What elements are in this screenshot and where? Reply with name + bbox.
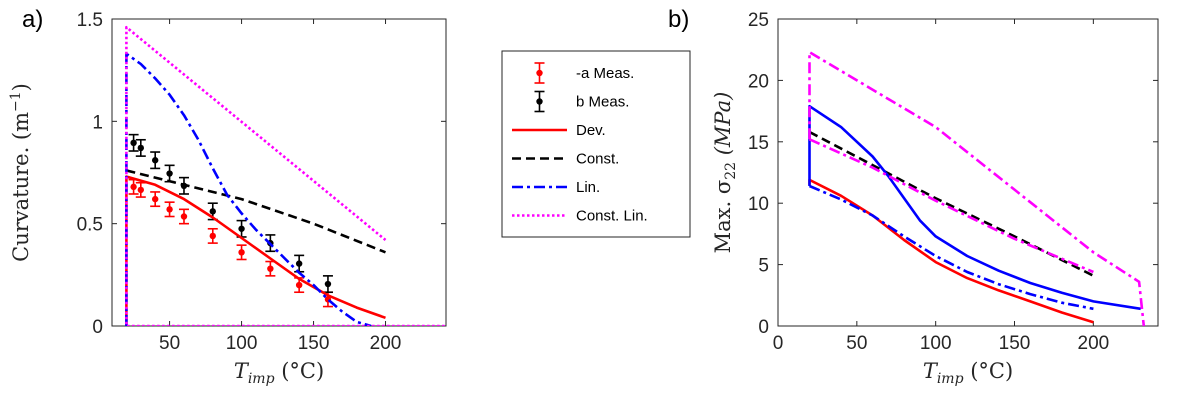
data-point <box>137 186 144 194</box>
x-axis-label: Timp (°C) <box>923 359 1013 387</box>
data-point <box>324 280 332 288</box>
y-label-close: ) <box>9 83 33 91</box>
y-tick-label: 5 <box>758 256 769 277</box>
y-tick-label: 0 <box>92 317 103 338</box>
data-point <box>137 144 144 152</box>
legend-label: Dev. <box>576 122 606 139</box>
series-line <box>808 130 1094 277</box>
series-line <box>125 175 386 326</box>
y-label-text: Curvature. (m <box>9 112 33 262</box>
series-group <box>808 50 1146 326</box>
data-point <box>180 213 188 220</box>
y-tick-label: 10 <box>748 194 769 215</box>
y-label-unit: (MPa) <box>711 92 735 162</box>
panel-label: a) <box>22 6 43 33</box>
y-label-text: Max. σ <box>711 180 735 254</box>
y-label-sup: −1 <box>8 91 24 112</box>
series-line <box>808 138 1094 274</box>
data-point <box>166 170 173 177</box>
series-line <box>808 50 1146 326</box>
x-label-main: T <box>234 359 250 383</box>
data-point <box>151 195 159 203</box>
data-point <box>209 232 216 240</box>
x-tick-label: 150 <box>999 333 1031 354</box>
x-tick-label: 100 <box>920 333 952 354</box>
series-line <box>125 52 372 326</box>
y-tick-label: 1 <box>92 112 103 133</box>
x-axis-label: Timp (°C) <box>234 359 324 387</box>
legend-marker <box>536 98 543 105</box>
x-tick-label: 0 <box>773 333 784 354</box>
y-axis-label: Max. σ22 (MPa) <box>711 92 739 254</box>
y-tick-label: 1.5 <box>77 10 103 31</box>
x-tick-label: 150 <box>298 333 330 354</box>
x-label-sub: imp <box>248 371 275 387</box>
x-label-unit: (°C) <box>275 359 325 383</box>
legend-label: -a Meas. <box>576 65 634 82</box>
data-point <box>238 225 245 232</box>
legend-label: Lin. <box>576 179 600 196</box>
legend-label: Const. <box>576 151 619 168</box>
series-line <box>808 184 1094 311</box>
x-label-main: T <box>923 359 939 383</box>
series-line <box>126 169 386 254</box>
legend-box <box>501 50 691 238</box>
x-tick-label: 200 <box>370 333 402 354</box>
x-label-sub: imp <box>937 371 964 387</box>
y-tick-label: 0.5 <box>77 215 103 236</box>
legend-label: Const. Lin. <box>576 208 648 225</box>
data-point <box>295 260 303 267</box>
plot-frame <box>111 18 447 327</box>
data-point <box>209 208 216 215</box>
y-tick-label: 15 <box>748 133 769 154</box>
y-tick-label: 25 <box>748 10 769 31</box>
x-tick-label: 100 <box>226 333 258 354</box>
legend-marker <box>536 69 543 77</box>
x-tick-label: 50 <box>159 333 180 354</box>
x-tick-label: 200 <box>1078 333 1110 354</box>
legend-label: b Meas. <box>576 94 629 111</box>
y-tick-label: 0 <box>758 317 769 338</box>
series-line <box>808 104 1141 311</box>
panel-label: b) <box>668 6 689 33</box>
data-point <box>151 157 159 164</box>
series-line <box>125 25 445 326</box>
data-point <box>130 139 137 147</box>
x-label-unit: (°C) <box>964 359 1014 383</box>
y-label-sub: 22 <box>723 162 739 180</box>
y-tick-label: 20 <box>748 71 769 92</box>
series-line <box>808 178 1094 324</box>
chart-a: 50 100 150 200 0 0.5 1 1.5 a) Timp (°C) Curvature.… <box>8 6 447 387</box>
data-point <box>267 265 274 272</box>
data-point <box>295 281 303 289</box>
data-point <box>130 183 137 191</box>
chart-b: 0 50 100 150 200 0 5 10 15 20 25 b) Timp (°C) Max. σ2… <box>668 6 1159 387</box>
data-point <box>166 206 173 213</box>
data-point <box>238 249 245 256</box>
series-group <box>125 25 445 326</box>
x-tick-label: 50 <box>846 333 867 354</box>
y-axis-label: Curvature. (m−1) <box>8 83 33 262</box>
legend-a: -a Meas. b Meas. Dev. Const. Lin. Const. Lin. <box>501 50 691 238</box>
plot-frame <box>777 18 1159 327</box>
